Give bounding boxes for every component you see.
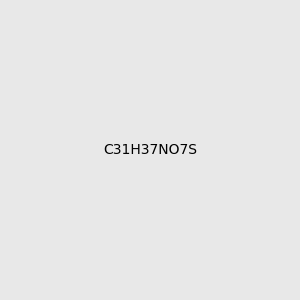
Text: C31H37NO7S: C31H37NO7S xyxy=(103,143,197,157)
